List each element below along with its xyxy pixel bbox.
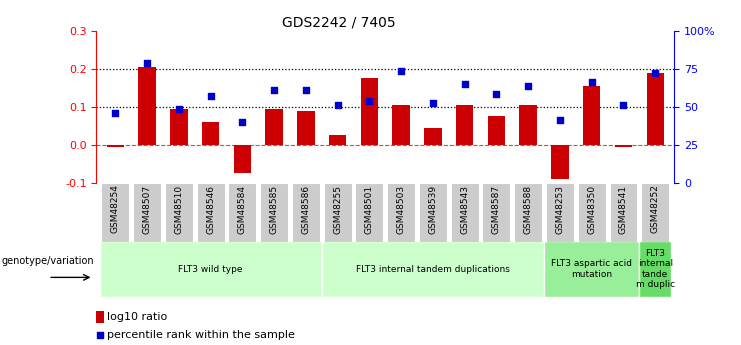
FancyBboxPatch shape xyxy=(165,183,193,242)
Text: FLT3 aspartic acid
mutation: FLT3 aspartic acid mutation xyxy=(551,259,632,279)
Point xyxy=(205,93,216,98)
Point xyxy=(617,102,629,108)
Text: GSM48586: GSM48586 xyxy=(302,185,310,234)
Text: FLT3 wild type: FLT3 wild type xyxy=(179,265,243,274)
Bar xyxy=(488,117,505,145)
Bar xyxy=(265,109,283,145)
Text: GSM48507: GSM48507 xyxy=(142,185,152,234)
FancyBboxPatch shape xyxy=(356,183,383,242)
Bar xyxy=(233,145,251,174)
Bar xyxy=(456,105,473,145)
Point xyxy=(236,119,248,125)
Title: GDS2242 / 7405: GDS2242 / 7405 xyxy=(282,16,396,30)
FancyBboxPatch shape xyxy=(102,183,130,242)
Text: GSM48510: GSM48510 xyxy=(174,185,184,234)
Point xyxy=(427,100,439,106)
Text: percentile rank within the sample: percentile rank within the sample xyxy=(107,330,296,339)
Bar xyxy=(139,67,156,145)
Bar xyxy=(551,145,568,179)
Text: GSM48584: GSM48584 xyxy=(238,185,247,234)
Point xyxy=(364,99,376,104)
FancyBboxPatch shape xyxy=(514,183,542,242)
FancyBboxPatch shape xyxy=(451,183,479,242)
Bar xyxy=(361,79,378,145)
FancyBboxPatch shape xyxy=(388,183,415,242)
Text: GSM48588: GSM48588 xyxy=(524,185,533,234)
FancyBboxPatch shape xyxy=(419,183,447,242)
Point xyxy=(395,68,407,74)
FancyBboxPatch shape xyxy=(546,183,574,242)
Bar xyxy=(646,73,664,145)
Bar xyxy=(393,105,410,145)
Text: GSM48546: GSM48546 xyxy=(206,185,215,234)
Bar xyxy=(107,145,124,147)
Point xyxy=(586,80,598,85)
FancyBboxPatch shape xyxy=(641,183,669,242)
Text: GSM48587: GSM48587 xyxy=(492,185,501,234)
Point xyxy=(491,91,502,97)
Text: FLT3
internal
tande
m duplic: FLT3 internal tande m duplic xyxy=(636,249,675,289)
Point xyxy=(522,83,534,89)
Text: GSM48543: GSM48543 xyxy=(460,185,469,234)
FancyBboxPatch shape xyxy=(639,241,671,297)
FancyBboxPatch shape xyxy=(228,183,256,242)
Bar xyxy=(170,109,187,145)
Text: GSM48539: GSM48539 xyxy=(428,185,437,234)
Bar xyxy=(519,105,537,145)
Text: GSM48253: GSM48253 xyxy=(556,185,565,234)
Text: log10 ratio: log10 ratio xyxy=(107,312,167,322)
Text: GSM48252: GSM48252 xyxy=(651,185,659,234)
Point xyxy=(268,87,280,93)
Bar xyxy=(96,310,104,323)
Bar xyxy=(583,86,600,145)
Point xyxy=(332,102,344,108)
Text: GSM48541: GSM48541 xyxy=(619,185,628,234)
Point xyxy=(110,110,122,116)
FancyBboxPatch shape xyxy=(578,183,605,242)
Point xyxy=(309,259,321,264)
Text: GSM48254: GSM48254 xyxy=(111,185,120,234)
Point xyxy=(142,61,153,66)
FancyBboxPatch shape xyxy=(610,183,637,242)
FancyBboxPatch shape xyxy=(324,183,352,242)
FancyBboxPatch shape xyxy=(99,241,322,297)
FancyBboxPatch shape xyxy=(133,183,161,242)
Text: FLT3 internal tandem duplications: FLT3 internal tandem duplications xyxy=(356,265,510,274)
Point xyxy=(649,70,661,76)
Text: GSM48255: GSM48255 xyxy=(333,185,342,234)
FancyBboxPatch shape xyxy=(322,241,544,297)
FancyBboxPatch shape xyxy=(482,183,511,242)
Text: genotype/variation: genotype/variation xyxy=(2,256,95,266)
Bar xyxy=(202,122,219,145)
Text: GSM48350: GSM48350 xyxy=(587,185,597,234)
FancyBboxPatch shape xyxy=(292,183,320,242)
Point xyxy=(173,106,185,112)
Point xyxy=(554,118,566,123)
Bar xyxy=(424,128,442,145)
Bar xyxy=(297,111,315,145)
Bar xyxy=(329,136,346,145)
Point xyxy=(300,87,312,93)
FancyBboxPatch shape xyxy=(544,241,639,297)
Text: GSM48585: GSM48585 xyxy=(270,185,279,234)
Bar xyxy=(615,145,632,147)
FancyBboxPatch shape xyxy=(196,183,225,242)
Text: GSM48501: GSM48501 xyxy=(365,185,374,234)
Text: GSM48503: GSM48503 xyxy=(396,185,406,234)
Point xyxy=(459,81,471,87)
FancyBboxPatch shape xyxy=(260,183,288,242)
